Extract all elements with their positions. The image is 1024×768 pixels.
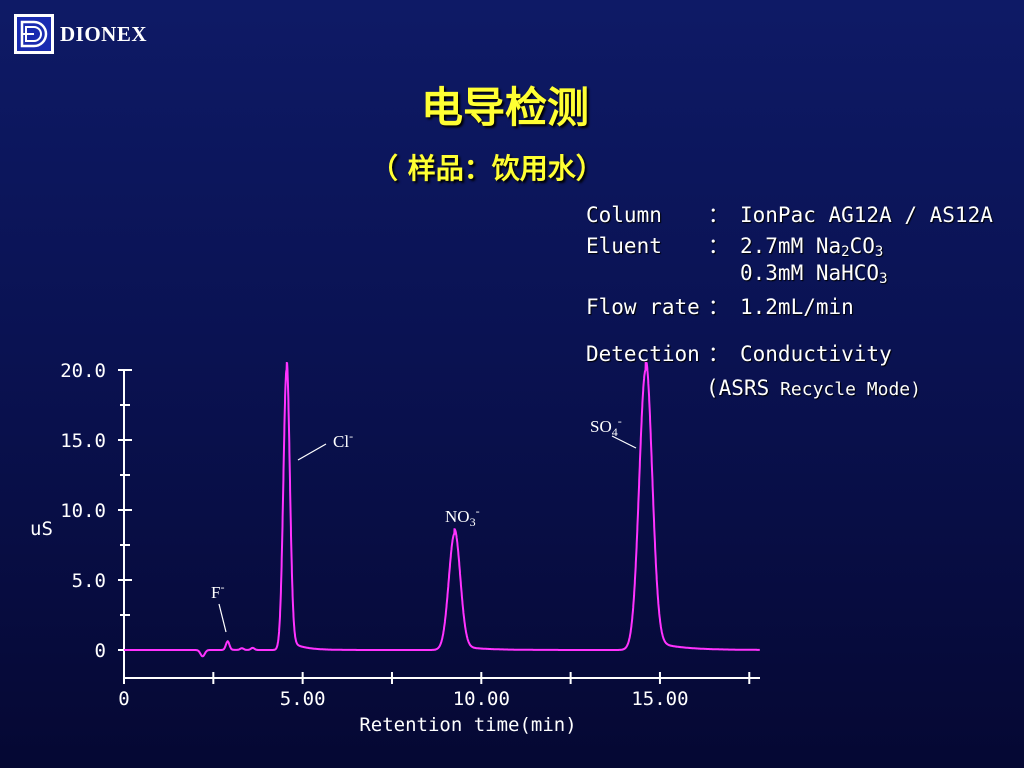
brand-name: DIONEX [60, 21, 148, 46]
condition-detection-value: Conductivity [740, 342, 892, 366]
peak-leader-line [297, 443, 327, 461]
x-tick-label: 0 [118, 688, 129, 710]
x-tick-label: 15.00 [631, 688, 688, 710]
dionex-logo-mark-icon [14, 14, 54, 54]
eluent-line1-mid: CO [849, 234, 875, 258]
y-tick-label: 10.0 [60, 500, 106, 522]
detection-note-rest: Recycle Mode) [769, 379, 921, 400]
peak-label-cl: Cl- [333, 429, 353, 451]
chart-peak-labels: F- Cl- NO3- SO4- [211, 414, 637, 633]
dionex-logo: DIONEX [14, 14, 147, 54]
detection-note: (ASRS Recycle Mode) [706, 376, 921, 400]
y-tick-label: 0 [95, 640, 106, 662]
chromatogram-trace [124, 362, 760, 658]
x-axis-label: Retention time(min) [359, 714, 576, 736]
y-tick-label: 5.0 [72, 570, 106, 592]
peak-label-no: NO3- [445, 504, 480, 529]
slide-title: 电导检测 [420, 83, 589, 132]
peak-leader-line [611, 435, 637, 449]
eluent-line2-sub: 3 [879, 271, 888, 287]
peak-leader-line [218, 603, 227, 633]
detection-note-main: ASRS [718, 376, 770, 400]
chart-trace-layer [124, 362, 760, 658]
eluent-line2: 0.3mM NaHCO3 [740, 261, 888, 287]
condition-detection: Detection ： Conductivity [586, 338, 892, 368]
eluent-line1-text: 2.7mM Na [740, 234, 842, 258]
y-axis-label: uS [30, 518, 53, 540]
peak-label-f: F- [211, 580, 224, 602]
y-tick-label: 15.0 [60, 430, 106, 452]
condition-column-label: Column [586, 203, 662, 227]
slide-subtitle: （ 样品：饮用水） [370, 152, 604, 185]
detection-note-open: ( [706, 376, 719, 400]
condition-flow-label: Flow rate [586, 295, 700, 319]
eluent-line1-sub2: 3 [874, 244, 884, 260]
x-tick-label: 5.00 [280, 688, 326, 710]
condition-column: Column ： IonPac AG12A / AS12A [586, 199, 993, 229]
condition-eluent-label: Eluent [586, 234, 662, 258]
y-tick-label: 20.0 [60, 360, 106, 382]
condition-column-value: IonPac AG12A / AS12A [740, 203, 993, 227]
eluent-line2-text: 0.3mM NaHCO [740, 261, 880, 285]
condition-flow: Flow rate ： 1.2mL/min [586, 291, 854, 321]
condition-flow-value: 1.2mL/min [740, 295, 854, 319]
condition-eluent: Eluent ： 2.7mM Na2CO3 [586, 230, 883, 260]
condition-flow-sep: ： [708, 295, 729, 319]
chart-axes: 0 5.0 10.0 15.0 20.0 0 5.00 10.00 15.00 [60, 360, 760, 710]
condition-detection-sep: ： [708, 342, 729, 366]
condition-detection-label: Detection [586, 342, 700, 366]
peak-label-so: SO4- [590, 414, 622, 439]
eluent-line1: 2.7mM Na2CO3 [740, 234, 884, 260]
condition-column-sep: ： [708, 203, 729, 227]
condition-eluent-sep: ： [708, 234, 729, 258]
x-tick-label: 10.00 [453, 688, 510, 710]
eluent-line1-sub1: 2 [841, 244, 850, 260]
